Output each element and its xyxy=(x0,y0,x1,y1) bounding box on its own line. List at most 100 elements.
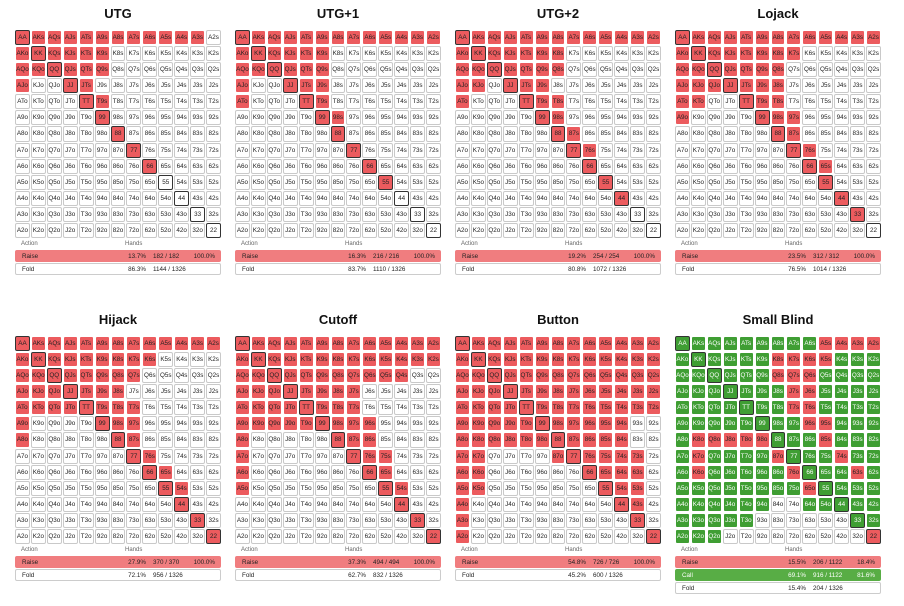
hand-cell: K4s xyxy=(834,46,850,62)
header-hands: Hands xyxy=(785,547,803,553)
hand-cell: 96o xyxy=(754,158,770,174)
hand-cell: 72s xyxy=(426,448,441,464)
hand-cell: ATo xyxy=(675,400,690,416)
hand-cell: 86s xyxy=(802,432,818,448)
hand-cell: Q8o xyxy=(46,432,62,448)
hand-cell: 62s xyxy=(206,158,221,174)
hand-cell: 66 xyxy=(142,464,158,480)
hand-cell: T2s xyxy=(866,400,881,416)
hand-cell: ATo xyxy=(15,94,30,110)
row-pct: 54.8% xyxy=(568,559,586,566)
hand-cell: T2s xyxy=(646,94,661,110)
hand-cell: T8s xyxy=(770,400,786,416)
hand-cell: QQ xyxy=(486,62,502,78)
hand-cell: J8s xyxy=(110,78,126,94)
hand-cell: Q5s xyxy=(818,368,834,384)
hand-cell: 96o xyxy=(534,464,550,480)
hand-cell: 98o xyxy=(94,432,110,448)
hand-cell: 93s xyxy=(630,416,646,432)
hand-cell: 93s xyxy=(630,110,646,126)
hand-cell: K3o xyxy=(690,206,706,222)
hand-cell: A6o xyxy=(15,464,30,480)
hand-cell: K4s xyxy=(614,46,630,62)
hand-cell: AJs xyxy=(62,336,78,352)
hand-cell: J7o xyxy=(502,142,518,158)
hand-cell: Q7o xyxy=(46,448,62,464)
hand-cell: A2s xyxy=(646,30,661,46)
hand-cell: KJo xyxy=(470,384,486,400)
hand-cell: 73s xyxy=(410,448,426,464)
hand-cell: K8s xyxy=(550,46,566,62)
hand-cell: 63o xyxy=(802,206,818,222)
hand-cell: K8o xyxy=(470,432,486,448)
table-header: Action Hands xyxy=(235,240,441,249)
hand-cell: AQo xyxy=(455,368,470,384)
hand-cell: Q8s xyxy=(550,368,566,384)
hand-cell: 76o xyxy=(786,158,802,174)
hand-cell: 73o xyxy=(126,206,142,222)
hand-cell: 82o xyxy=(770,222,786,238)
hand-cell: K4o xyxy=(30,190,46,206)
hand-cell: 62o xyxy=(362,222,378,238)
hand-cell: 64o xyxy=(362,190,378,206)
hand-cell: 53s xyxy=(850,174,866,190)
hand-cell: J9o xyxy=(722,416,738,432)
action-row: Raise 19.2% 254 / 254 100.0% xyxy=(455,250,661,262)
hand-cell: 86s xyxy=(802,126,818,142)
hand-cell: 55 xyxy=(158,174,174,190)
hand-cell: 92o xyxy=(754,222,770,238)
hand-cell: Q7o xyxy=(46,142,62,158)
row-pct: 19.2% xyxy=(568,253,586,260)
hand-cell: 32o xyxy=(630,222,646,238)
hand-cell: 77 xyxy=(346,448,362,464)
hand-cell: KTo xyxy=(470,400,486,416)
hand-cell: A9s xyxy=(534,30,550,46)
hand-cell: JJ xyxy=(62,78,78,94)
row-hands: 1014 / 1326 xyxy=(813,266,847,273)
hand-cell: Q5s xyxy=(598,62,614,78)
hand-cell: 54o xyxy=(378,496,394,512)
hand-cell: AA xyxy=(675,30,690,46)
hand-cell: T9o xyxy=(738,416,754,432)
hand-cell: 64o xyxy=(142,190,158,206)
hand-cell: A6o xyxy=(15,158,30,174)
hand-cell: 98s xyxy=(110,416,126,432)
hand-cell: AKs xyxy=(250,30,266,46)
hand-cell: 98s xyxy=(330,416,346,432)
hand-cell: 93o xyxy=(314,206,330,222)
hand-cell: 62s xyxy=(426,158,441,174)
hand-cell: J8s xyxy=(550,78,566,94)
row-freq: 100.0% xyxy=(193,559,215,566)
action-row: Fold 62.7% 832 / 1326 xyxy=(235,569,441,581)
hand-cell: 82s xyxy=(426,126,441,142)
hand-cell: 74s xyxy=(834,142,850,158)
hand-cell: 66 xyxy=(362,158,378,174)
hand-cell: AQs xyxy=(266,336,282,352)
hand-cell: 94o xyxy=(534,496,550,512)
hand-cell: Q4o xyxy=(706,496,722,512)
hand-cell: A5o xyxy=(675,480,690,496)
hand-cell: AKo xyxy=(235,352,250,368)
hand-cell: T7s xyxy=(126,400,142,416)
hand-cell: ATs xyxy=(298,336,314,352)
hand-cell: Q3s xyxy=(850,368,866,384)
hand-cell: A2o xyxy=(15,222,30,238)
hand-cell: T5o xyxy=(78,174,94,190)
action-row: Fold 72.1% 956 / 1326 xyxy=(15,569,221,581)
hand-cell: KK xyxy=(250,352,266,368)
hand-cell: 72o xyxy=(566,222,582,238)
hand-cell: 98s xyxy=(550,110,566,126)
hand-cell: QTo xyxy=(266,94,282,110)
hand-cell: K2s xyxy=(206,46,221,62)
hand-cell: T9s xyxy=(314,400,330,416)
row-action: Raise xyxy=(462,559,479,566)
hand-cell: A2o xyxy=(675,222,690,238)
hand-cell: JJ xyxy=(722,78,738,94)
hand-grid: AA AKs AQs AJs ATs A9s A8s A7s A6s A5s A4s A3s A2s AK… xyxy=(235,30,441,238)
hand-cell: T9s xyxy=(314,94,330,110)
hand-cell: 65s xyxy=(818,464,834,480)
hand-cell: T4o xyxy=(78,496,94,512)
hand-cell: K4o xyxy=(470,496,486,512)
hand-cell: AQo xyxy=(455,62,470,78)
